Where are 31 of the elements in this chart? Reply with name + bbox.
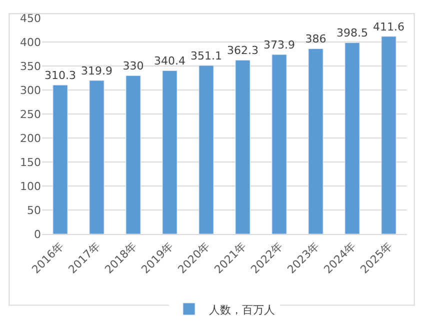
bar bbox=[126, 75, 141, 234]
data-label: 373.9 bbox=[264, 38, 295, 52]
bar bbox=[198, 65, 214, 234]
y-tick-label: 100 bbox=[20, 180, 41, 193]
y-tick-label: 250 bbox=[20, 108, 41, 121]
bar bbox=[52, 84, 68, 234]
y-tick-label: 0 bbox=[34, 228, 41, 241]
data-label: 330 bbox=[122, 60, 144, 73]
y-tick-label: 300 bbox=[20, 84, 41, 97]
bar bbox=[381, 36, 396, 234]
data-label: 362.3 bbox=[227, 44, 258, 58]
bar bbox=[89, 80, 104, 234]
y-tick-label: 150 bbox=[20, 156, 41, 169]
data-label: 319.9 bbox=[81, 64, 112, 78]
bar bbox=[162, 70, 178, 234]
data-label: 398.5 bbox=[336, 26, 368, 40]
bar bbox=[235, 60, 250, 234]
data-label: 340.4 bbox=[154, 54, 186, 68]
legend-label: 人数，百万人 bbox=[209, 303, 275, 316]
data-label: 411.6 bbox=[373, 20, 404, 34]
y-tick-label: 200 bbox=[20, 132, 41, 145]
bar bbox=[308, 48, 324, 234]
data-label: 310.3 bbox=[44, 69, 76, 82]
bar bbox=[344, 42, 360, 234]
y-tick-label: 50 bbox=[27, 204, 41, 217]
y-tick-label: 450 bbox=[20, 12, 41, 25]
data-label: 386 bbox=[305, 32, 326, 46]
data-label: 351.1 bbox=[190, 49, 222, 62]
y-tick-label: 400 bbox=[20, 36, 41, 49]
bar bbox=[272, 54, 287, 234]
y-tick-label: 350 bbox=[20, 60, 41, 73]
